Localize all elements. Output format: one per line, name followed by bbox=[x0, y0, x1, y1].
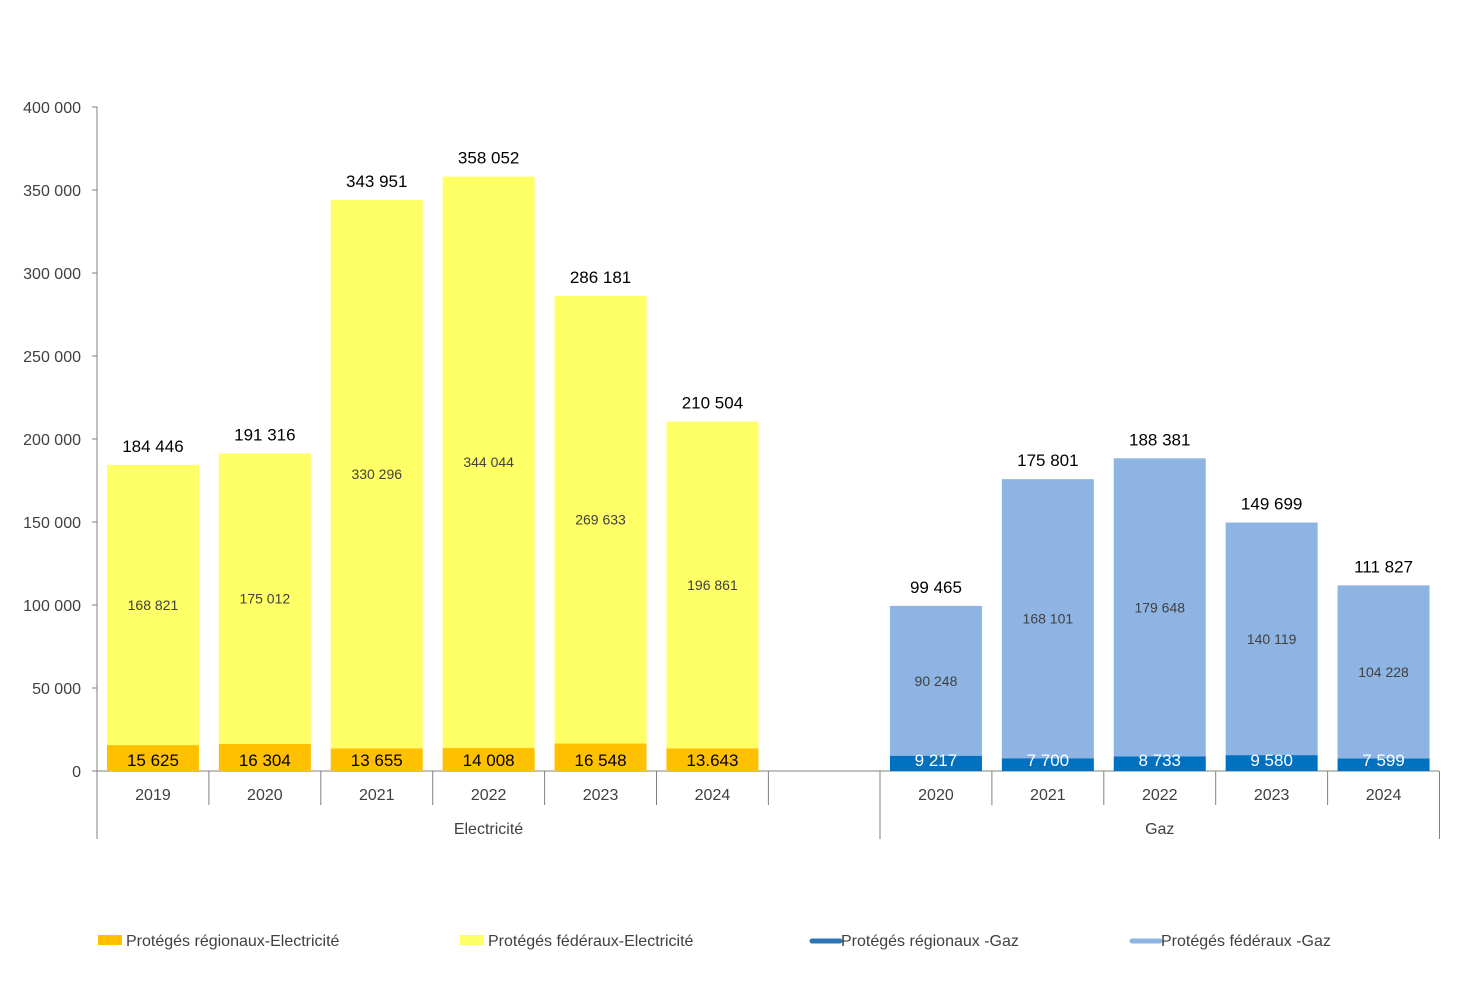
legend-label: Protégés fédéraux -Gaz bbox=[1161, 933, 1331, 950]
x-tick-label: 2020 bbox=[918, 787, 954, 804]
data-labels-layer: 15 625 168 821 184 446 16 304 175 012 191 316… bbox=[122, 149, 1413, 770]
axes-layer: 0 50 000 100 000 150 000 200 000 250 000 300 0… bbox=[23, 100, 1440, 839]
gaz-regional-bar bbox=[1113, 756, 1206, 771]
total-value-label: 184 446 bbox=[122, 437, 183, 456]
x-tick-label: 2022 bbox=[471, 787, 507, 804]
y-tick-label: 200 000 bbox=[23, 432, 81, 449]
regional-value-label: 9 217 bbox=[915, 751, 958, 770]
total-value-label: 111 827 bbox=[1354, 557, 1413, 576]
elec-federal-bar bbox=[106, 464, 199, 746]
x-tick-label: 2019 bbox=[135, 787, 171, 804]
regional-value-label: 15 625 bbox=[127, 751, 179, 770]
y-tick-label: 400 000 bbox=[23, 100, 81, 117]
group-label-gaz: Gaz bbox=[1145, 821, 1174, 838]
gaz-federal-bar bbox=[889, 605, 982, 756]
total-value-label: 188 381 bbox=[1129, 430, 1190, 449]
legend-item: Protégés fédéraux-Electricité bbox=[460, 933, 694, 950]
elec-federal-bar bbox=[442, 176, 535, 748]
total-value-label: 149 699 bbox=[1241, 494, 1302, 513]
regional-value-label: 13 655 bbox=[351, 751, 403, 770]
x-tick-label: 2021 bbox=[1030, 787, 1066, 804]
gaz-regional-bar bbox=[1225, 755, 1318, 771]
gaz-federal-bar bbox=[1225, 522, 1318, 756]
y-tick-label: 300 000 bbox=[23, 266, 81, 283]
federal-value-label: 269 633 bbox=[575, 512, 626, 528]
gaz-regional-bar bbox=[1337, 758, 1430, 771]
group-label-electricite: Electricité bbox=[454, 821, 523, 838]
federal-value-label: 179 648 bbox=[1134, 599, 1185, 615]
elec-regional-bar bbox=[330, 748, 423, 771]
x-tick-label: 2024 bbox=[695, 787, 731, 804]
federal-value-label: 90 248 bbox=[915, 673, 958, 689]
elec-regional-bar bbox=[554, 743, 647, 771]
bars-layer bbox=[106, 176, 1430, 771]
federal-value-label: 140 119 bbox=[1247, 631, 1297, 647]
elec-regional-bar bbox=[218, 743, 311, 771]
total-value-label: 343 951 bbox=[346, 172, 407, 191]
legend-item: Protégés fédéraux -Gaz bbox=[1129, 933, 1331, 950]
total-value-label: 358 052 bbox=[458, 149, 519, 168]
regional-value-label: 13.643 bbox=[686, 751, 738, 770]
y-tick-label: 150 000 bbox=[23, 515, 81, 532]
federal-value-label: 168 101 bbox=[1023, 611, 1074, 627]
federal-value-label: 168 821 bbox=[128, 597, 179, 613]
gaz-federal-bar bbox=[1337, 585, 1430, 759]
gaz-regional-bar bbox=[1001, 758, 1094, 771]
elec-regional-bar bbox=[106, 745, 199, 771]
legend-swatch bbox=[98, 935, 122, 945]
legend-label: Protégés régionaux -Gaz bbox=[841, 933, 1019, 950]
y-tick-label: 100 000 bbox=[23, 598, 81, 615]
x-tick-label: 2023 bbox=[1254, 787, 1290, 804]
federal-value-label: 330 296 bbox=[351, 466, 402, 482]
elec-federal-bar bbox=[666, 421, 759, 749]
federal-value-label: 344 044 bbox=[463, 454, 514, 470]
federal-value-label: 196 861 bbox=[687, 577, 738, 593]
x-tick-label: 2023 bbox=[583, 787, 619, 804]
elec-regional-bar bbox=[666, 748, 759, 771]
x-tick-label: 2020 bbox=[247, 787, 283, 804]
regional-value-label: 7 599 bbox=[1362, 751, 1405, 770]
x-tick-label: 2021 bbox=[359, 787, 395, 804]
y-tick-label: 50 000 bbox=[32, 681, 81, 698]
legend-item: Protégés régionaux-Electricité bbox=[98, 933, 340, 950]
total-value-label: 191 316 bbox=[234, 425, 295, 444]
legend-label: Protégés fédéraux-Electricité bbox=[488, 933, 694, 950]
elec-federal-bar bbox=[218, 453, 311, 744]
total-value-label: 99 465 bbox=[910, 578, 962, 597]
regional-value-label: 16 304 bbox=[239, 751, 291, 770]
y-tick-label: 0 bbox=[72, 764, 81, 781]
regional-value-label: 8 733 bbox=[1138, 751, 1181, 770]
regional-value-label: 16 548 bbox=[575, 751, 627, 770]
legend-label: Protégés régionaux-Electricité bbox=[126, 933, 340, 950]
regional-value-label: 14 008 bbox=[463, 751, 515, 770]
legend: Protégés régionaux-Electricité Protégés f… bbox=[98, 933, 1331, 950]
gaz-regional-bar bbox=[889, 755, 982, 771]
total-value-label: 175 801 bbox=[1017, 451, 1078, 470]
elec-federal-bar bbox=[330, 200, 423, 749]
total-value-label: 286 181 bbox=[570, 268, 631, 287]
total-value-label: 210 504 bbox=[682, 394, 743, 413]
regional-value-label: 7 700 bbox=[1027, 751, 1070, 770]
x-tick-label: 2022 bbox=[1142, 787, 1178, 804]
regional-value-label: 9 580 bbox=[1250, 751, 1293, 770]
y-tick-label: 350 000 bbox=[23, 183, 81, 200]
legend-item: Protégés régionaux -Gaz bbox=[809, 933, 1019, 950]
federal-value-label: 175 012 bbox=[240, 591, 291, 607]
x-tick-label: 2024 bbox=[1366, 787, 1402, 804]
y-tick-label: 250 000 bbox=[23, 349, 81, 366]
federal-value-label: 104 228 bbox=[1358, 664, 1409, 680]
elec-regional-bar bbox=[442, 747, 535, 771]
legend-swatch bbox=[460, 935, 484, 945]
gaz-federal-bar bbox=[1001, 479, 1094, 759]
gaz-federal-bar bbox=[1113, 458, 1206, 757]
elec-federal-bar bbox=[554, 295, 647, 744]
